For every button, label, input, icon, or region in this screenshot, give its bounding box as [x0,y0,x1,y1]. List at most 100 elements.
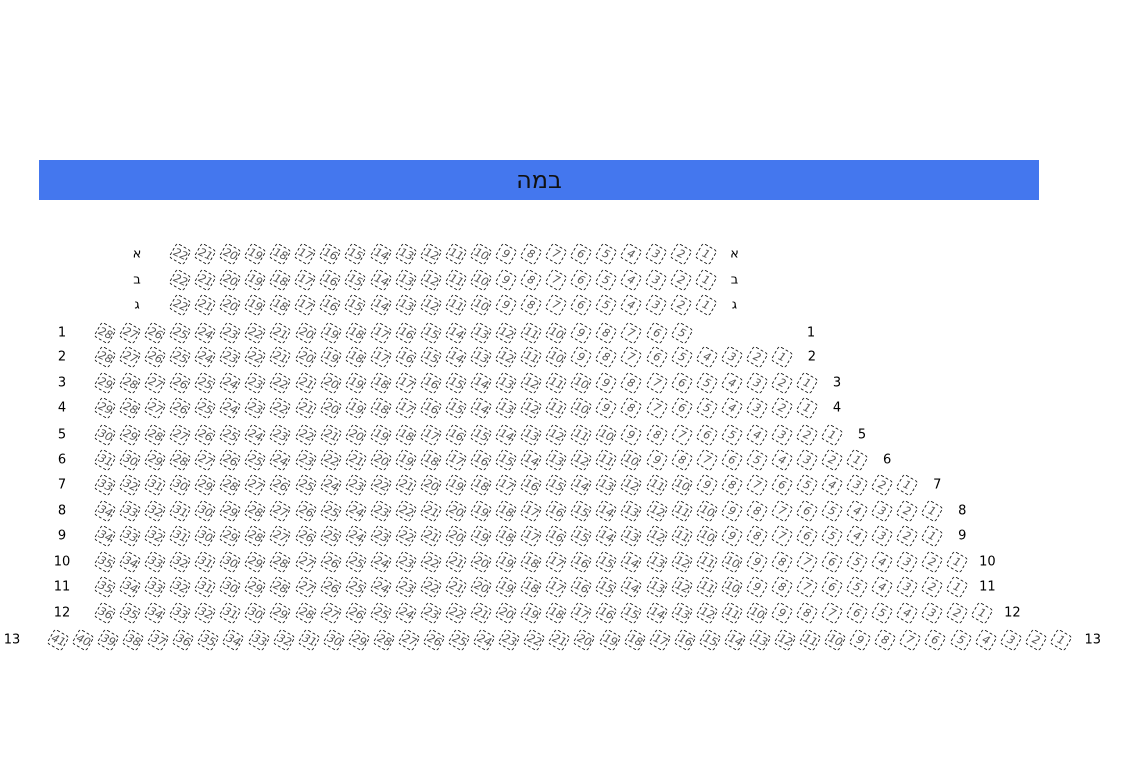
seat[interactable]: 13 [469,321,493,345]
seat[interactable]: 7 [544,293,568,317]
seat[interactable]: 16 [469,448,493,472]
seat[interactable]: 21 [444,575,468,599]
seat[interactable]: 9 [619,423,644,447]
seat[interactable]: 23 [497,628,521,652]
seat[interactable]: 4 [745,423,769,447]
seat[interactable]: 24 [369,575,393,599]
seat[interactable]: 20 [369,448,393,472]
seat[interactable]: 27 [397,628,421,652]
seat[interactable]: 7 [770,524,794,548]
seat[interactable]: 34 [118,575,142,599]
seat[interactable]: 5 [795,473,819,497]
seat[interactable]: 15 [343,293,368,317]
seat[interactable]: 23 [218,345,242,369]
seat[interactable]: 17 [544,550,568,574]
seat[interactable]: 12 [519,396,543,420]
seat[interactable]: 22 [168,268,192,292]
seat[interactable]: 14 [619,575,644,599]
seat[interactable]: 40 [71,628,95,652]
seat[interactable]: 11 [669,499,694,523]
seat[interactable]: 26 [319,550,343,574]
seat[interactable]: 10 [619,448,644,472]
seat[interactable]: 16 [419,396,443,420]
seat[interactable]: 10 [544,321,568,345]
seat[interactable]: 7 [745,473,769,497]
seat[interactable]: 13 [494,396,518,420]
seat[interactable]: 21 [419,524,443,548]
seat[interactable]: 18 [369,371,393,395]
seat[interactable]: 23 [344,473,368,497]
seat[interactable]: 41 [46,628,70,652]
seat[interactable]: 1 [770,345,794,369]
seat[interactable]: 19 [597,628,622,652]
seat[interactable]: 15 [444,396,468,420]
seat[interactable]: 3 [895,575,919,599]
seat[interactable]: 4 [619,293,643,317]
seat[interactable]: 29 [218,524,242,548]
seat[interactable]: 17 [293,293,317,317]
seat[interactable]: 28 [168,448,192,472]
seat[interactable]: 19 [494,550,518,574]
seat[interactable]: 9 [569,345,593,369]
seat[interactable]: 3 [920,601,944,625]
seat[interactable]: 19 [319,345,343,369]
seat[interactable]: 17 [369,321,393,345]
seat[interactable]: 8 [519,268,543,292]
seat[interactable]: 2 [1024,628,1048,652]
seat[interactable]: 11 [444,293,468,317]
seat[interactable]: 15 [569,524,593,548]
seat[interactable]: 34 [221,628,246,652]
seat[interactable]: 14 [723,628,747,652]
seat[interactable]: 27 [118,345,142,369]
seat[interactable]: 21 [344,448,368,472]
seat[interactable]: 27 [243,473,268,497]
seat[interactable]: 8 [619,371,644,395]
seat[interactable]: 27 [293,575,318,599]
seat[interactable]: 19 [494,575,518,599]
seat[interactable]: 6 [820,575,844,599]
seat[interactable]: 7 [544,268,568,292]
seat[interactable]: 26 [168,396,192,420]
seat[interactable]: 12 [644,524,669,548]
seat[interactable]: 11 [720,601,744,625]
seat[interactable]: 4 [820,473,844,497]
seat[interactable]: 8 [519,293,543,317]
seat[interactable]: 31 [193,575,217,599]
seat[interactable]: 8 [669,448,694,472]
seat[interactable]: 10 [695,524,719,548]
seat[interactable]: 14 [619,550,644,574]
seat[interactable]: 33 [93,473,117,497]
seat[interactable]: 11 [669,524,694,548]
seat[interactable]: 34 [143,601,167,625]
seat[interactable]: 24 [344,499,368,523]
seat[interactable]: 16 [394,345,418,369]
seat[interactable]: 23 [243,371,268,395]
seat[interactable]: 4 [845,499,869,523]
seat[interactable]: 19 [469,499,493,523]
seat[interactable]: 18 [519,575,543,599]
seat[interactable]: 23 [268,423,293,447]
seat[interactable]: 31 [218,601,242,625]
seat[interactable]: 20 [572,628,597,652]
seat[interactable]: 24 [218,371,242,395]
seat[interactable]: 22 [168,293,192,317]
seat[interactable]: 5 [820,524,844,548]
seat[interactable]: 11 [519,321,543,345]
seat[interactable]: 12 [569,448,593,472]
seat[interactable]: 9 [848,628,872,652]
seat[interactable]: 29 [347,628,371,652]
seat[interactable]: 7 [544,242,568,266]
seat[interactable]: 33 [168,601,192,625]
seat[interactable]: 15 [343,242,368,266]
seat[interactable]: 34 [118,550,142,574]
seat[interactable]: 6 [845,601,869,625]
seat[interactable]: 30 [168,473,192,497]
seat[interactable]: 19 [344,371,368,395]
seat[interactable]: 5 [845,550,869,574]
seat[interactable]: 22 [243,345,268,369]
seat[interactable]: 9 [494,293,518,317]
seat[interactable]: 1 [795,371,819,395]
seat[interactable]: 23 [218,321,242,345]
seat[interactable]: 22 [394,524,418,548]
seat[interactable]: 5 [594,268,618,292]
